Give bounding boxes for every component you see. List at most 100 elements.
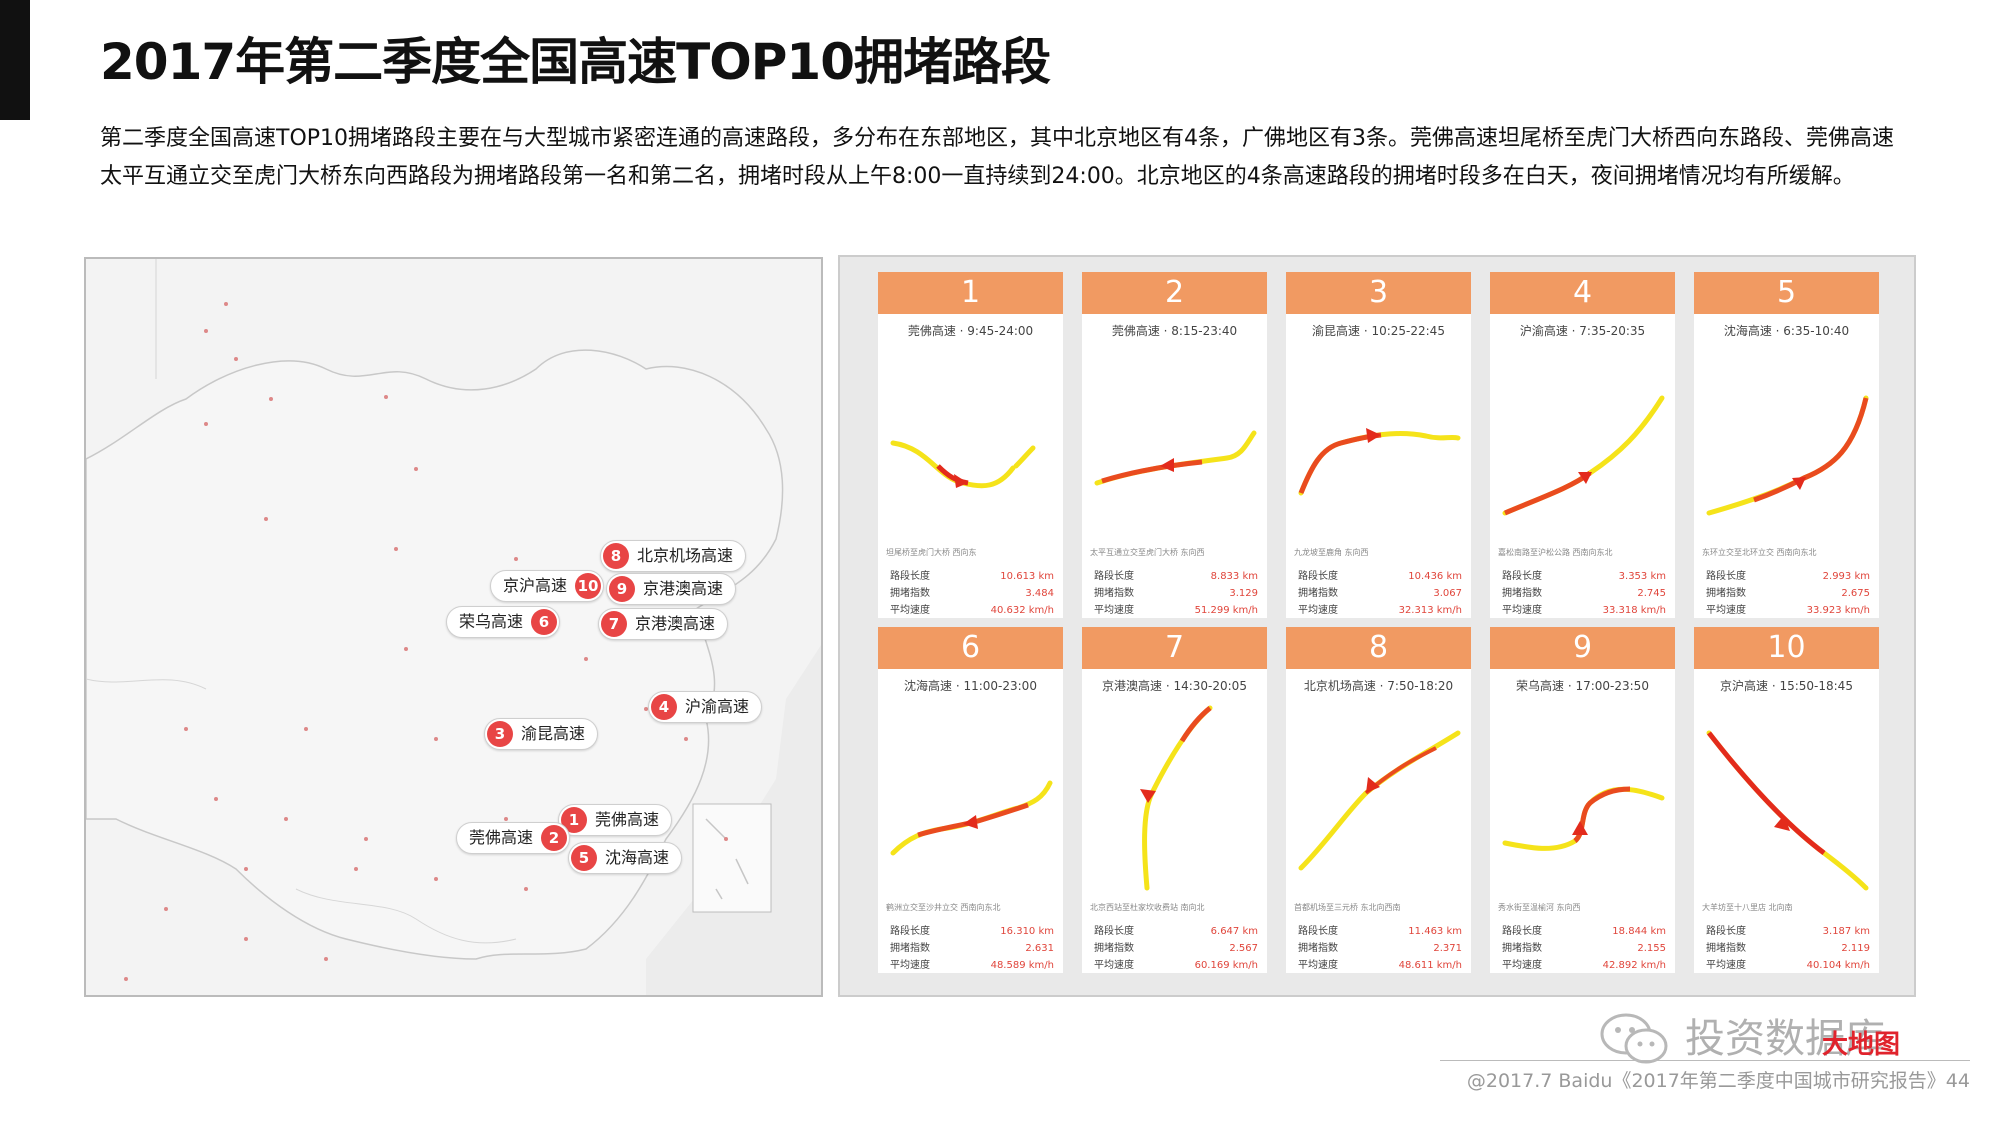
rank-badge: 5 bbox=[571, 845, 597, 871]
route-graphic bbox=[1298, 428, 1461, 496]
congestion-card-9[interactable]: 9 荣乌高速 · 17:00-23:50 秀水街至温榆河 东向西 路段长度 18.… bbox=[1490, 627, 1675, 973]
highway-name: 渝昆高速 bbox=[521, 724, 586, 743]
wechat-icon bbox=[1600, 1013, 1668, 1064]
stat-speed-value: 33.318 km/h bbox=[1602, 605, 1666, 616]
rank-badge: 6 bbox=[531, 609, 558, 635]
stat-length-label: 路段长度 bbox=[890, 571, 930, 582]
card-rank: 6 bbox=[878, 627, 1063, 669]
card-route-segment: 北京西站至杜家坎收费站 南向北 bbox=[1090, 903, 1205, 912]
card-highway-time: 莞佛高速 · 8:15-23:40 bbox=[1111, 324, 1238, 338]
card-rank: 10 bbox=[1694, 627, 1879, 669]
map-label-rank-9[interactable]: 9 京港澳高速 bbox=[606, 573, 737, 605]
card-route-segment: 嘉松南路至沪松公路 西南向东北 bbox=[1498, 548, 1613, 557]
stat-index-label: 拥堵指数 bbox=[1298, 943, 1338, 954]
card-stats: 路段长度 18.844 km 拥堵指数 2.155 平均速度 42.892 km/h bbox=[1502, 923, 1666, 974]
stat-length-value: 10.613 km bbox=[1000, 571, 1054, 582]
stat-speed-value: 48.589 km/h bbox=[990, 960, 1054, 971]
highway-name: 荣乌高速 bbox=[459, 612, 524, 631]
stat-index-label: 拥堵指数 bbox=[1502, 588, 1542, 599]
stat-index-value: 2.745 bbox=[1637, 588, 1666, 599]
highway-name: 北京机场高速 bbox=[637, 546, 734, 565]
stat-index-value: 3.129 bbox=[1229, 588, 1258, 599]
card-stats: 路段长度 11.463 km 拥堵指数 2.371 平均速度 48.611 km/h bbox=[1298, 923, 1462, 974]
watermark-brand-text: 投资数据库 bbox=[1685, 1016, 1885, 1062]
card-route-segment: 九龙坡至鹿角 东向西 bbox=[1294, 548, 1369, 557]
stat-length-value: 10.436 km bbox=[1408, 571, 1462, 582]
card-highway-time: 京沪高速 · 15:50-18:45 bbox=[1720, 679, 1853, 693]
stat-length-value: 16.310 km bbox=[1000, 926, 1054, 937]
route-graphic bbox=[1502, 786, 1665, 851]
highway-name: 沈海高速 bbox=[605, 848, 670, 867]
card-rank: 9 bbox=[1490, 627, 1675, 669]
stat-length-value: 2.993 km bbox=[1822, 571, 1870, 582]
highway-name: 莞佛高速 bbox=[469, 828, 534, 847]
map-label-rank-6[interactable]: 荣乌高速 6 bbox=[446, 606, 561, 638]
stat-speed-label: 平均速度 bbox=[1502, 960, 1542, 971]
stat-index-value: 3.067 bbox=[1433, 588, 1462, 599]
page-title: 2017年第二季度全国高速TOP10拥堵路段 bbox=[100, 33, 1051, 91]
highway-name: 莞佛高速 bbox=[595, 810, 660, 829]
stat-index-label: 拥堵指数 bbox=[1706, 943, 1746, 954]
footer-divider bbox=[1440, 1060, 1970, 1061]
congestion-card-4[interactable]: 4 沪渝高速 · 7:35-20:35 嘉松南路至沪松公路 西南向东北 路段长度… bbox=[1490, 272, 1675, 618]
highway-name: 京港澳高速 bbox=[635, 614, 716, 633]
stat-length-label: 路段长度 bbox=[890, 926, 930, 937]
stat-speed-value: 32.313 km/h bbox=[1398, 605, 1462, 616]
card-rank: 1 bbox=[878, 272, 1063, 314]
card-highway-time: 沈海高速 · 11:00-23:00 bbox=[904, 679, 1037, 693]
congestion-card-7[interactable]: 7 京港澳高速 · 14:30-20:05 北京西站至杜家坎收费站 南向北 路段… bbox=[1082, 627, 1267, 973]
stat-index-value: 2.567 bbox=[1229, 943, 1258, 954]
stat-length-label: 路段长度 bbox=[1502, 926, 1542, 937]
map-label-rank-8[interactable]: 8 北京机场高速 bbox=[600, 540, 747, 572]
map-label-rank-1[interactable]: 1 莞佛高速 bbox=[558, 804, 673, 836]
congestion-card-10[interactable]: 10 京沪高速 · 15:50-18:45 大羊坊至十八里店 北向南 路段长度 3… bbox=[1694, 627, 1879, 973]
stat-speed-value: 33.923 km/h bbox=[1806, 605, 1870, 616]
congestion-card-6[interactable]: 6 沈海高速 · 11:00-23:00 鹤洲立交至沙井立交 西南向东北 路段长… bbox=[878, 627, 1063, 973]
card-highway-time: 北京机场高速 · 7:50-18:20 bbox=[1303, 679, 1454, 693]
stat-length-value: 6.647 km bbox=[1210, 926, 1258, 937]
stat-index-label: 拥堵指数 bbox=[890, 943, 930, 954]
map-label-rank-10[interactable]: 京沪高速 10 bbox=[490, 570, 605, 602]
card-rank: 3 bbox=[1286, 272, 1471, 314]
highway-name: 京沪高速 bbox=[503, 576, 568, 595]
route-graphic bbox=[1706, 395, 1869, 516]
stat-index-value: 2.371 bbox=[1433, 943, 1462, 954]
stat-speed-value: 60.169 km/h bbox=[1194, 960, 1258, 971]
route-graphic bbox=[890, 440, 1036, 489]
map-label-rank-2[interactable]: 莞佛高速 2 bbox=[456, 822, 571, 854]
page-description: 第二季度全国高速TOP10拥堵路段主要在与大型城市紧密连通的高速路段，多分布在东… bbox=[100, 126, 1895, 189]
congestion-card-3[interactable]: 3 渝昆高速 · 10:25-22:45 九龙坡至鹿角 东向西 路段长度 10.4… bbox=[1286, 272, 1471, 618]
stat-speed-label: 平均速度 bbox=[1094, 960, 1134, 971]
stat-index-value: 2.631 bbox=[1025, 943, 1054, 954]
stat-speed-label: 平均速度 bbox=[890, 605, 930, 616]
card-rank: 5 bbox=[1694, 272, 1879, 314]
map-label-rank-5[interactable]: 5 沈海高速 bbox=[568, 842, 683, 874]
card-route-segment: 东环立交至北环立交 西南向东北 bbox=[1702, 548, 1817, 557]
route-graphic bbox=[890, 780, 1053, 856]
stat-speed-value: 40.104 km/h bbox=[1806, 960, 1870, 971]
congestion-card-5[interactable]: 5 沈海高速 · 6:35-10:40 东环立交至北环立交 西南向东北 路段长度… bbox=[1694, 272, 1879, 618]
rank-badge: 2 bbox=[541, 825, 568, 851]
route-graphic bbox=[1094, 430, 1257, 486]
congestion-card-2[interactable]: 2 莞佛高速 · 8:15-23:40 太平互通立交至虎门大桥 东向西 路段长度… bbox=[1082, 272, 1267, 618]
map-label-rank-4[interactable]: 4 沪渝高速 bbox=[648, 691, 763, 723]
stat-speed-value: 48.611 km/h bbox=[1398, 960, 1462, 971]
stat-length-label: 路段长度 bbox=[1706, 571, 1746, 582]
congestion-card-8[interactable]: 8 北京机场高速 · 7:50-18:20 首都机场至三元桥 东北向西南 路段长… bbox=[1286, 627, 1471, 973]
card-highway-time: 莞佛高速 · 9:45-24:00 bbox=[907, 324, 1034, 338]
card-route-segment: 首都机场至三元桥 东北向西南 bbox=[1294, 903, 1401, 912]
stat-length-value: 3.353 km bbox=[1618, 571, 1666, 582]
card-stats: 路段长度 16.310 km 拥堵指数 2.631 平均速度 48.589 km/h bbox=[890, 923, 1054, 974]
card-highway-time: 沪渝高速 · 7:35-20:35 bbox=[1519, 324, 1646, 338]
stat-index-label: 拥堵指数 bbox=[1502, 943, 1542, 954]
congestion-map[interactable]: 8 北京机场高速 9 京港澳高速 京沪高速 10 荣乌高速 6 7 京港澳高速 … bbox=[84, 257, 823, 997]
card-stats: 路段长度 8.833 km 拥堵指数 3.129 平均速度 51.299 km/h bbox=[1094, 568, 1258, 619]
map-label-rank-7[interactable]: 7 京港澳高速 bbox=[598, 608, 729, 640]
route-graphic bbox=[1502, 395, 1665, 516]
top10-cards-panel: 1 莞佛高速 · 9:45-24:00 坦尾桥至虎门大桥 西向东 路段长度 10.… bbox=[838, 255, 1916, 997]
card-highway-time: 渝昆高速 · 10:25-22:45 bbox=[1312, 324, 1445, 338]
stat-index-label: 拥堵指数 bbox=[890, 588, 930, 599]
congestion-card-1[interactable]: 1 莞佛高速 · 9:45-24:00 坦尾桥至虎门大桥 西向东 路段长度 10.… bbox=[878, 272, 1063, 618]
stat-index-value: 3.484 bbox=[1025, 588, 1054, 599]
map-label-rank-3[interactable]: 3 渝昆高速 bbox=[484, 718, 599, 750]
